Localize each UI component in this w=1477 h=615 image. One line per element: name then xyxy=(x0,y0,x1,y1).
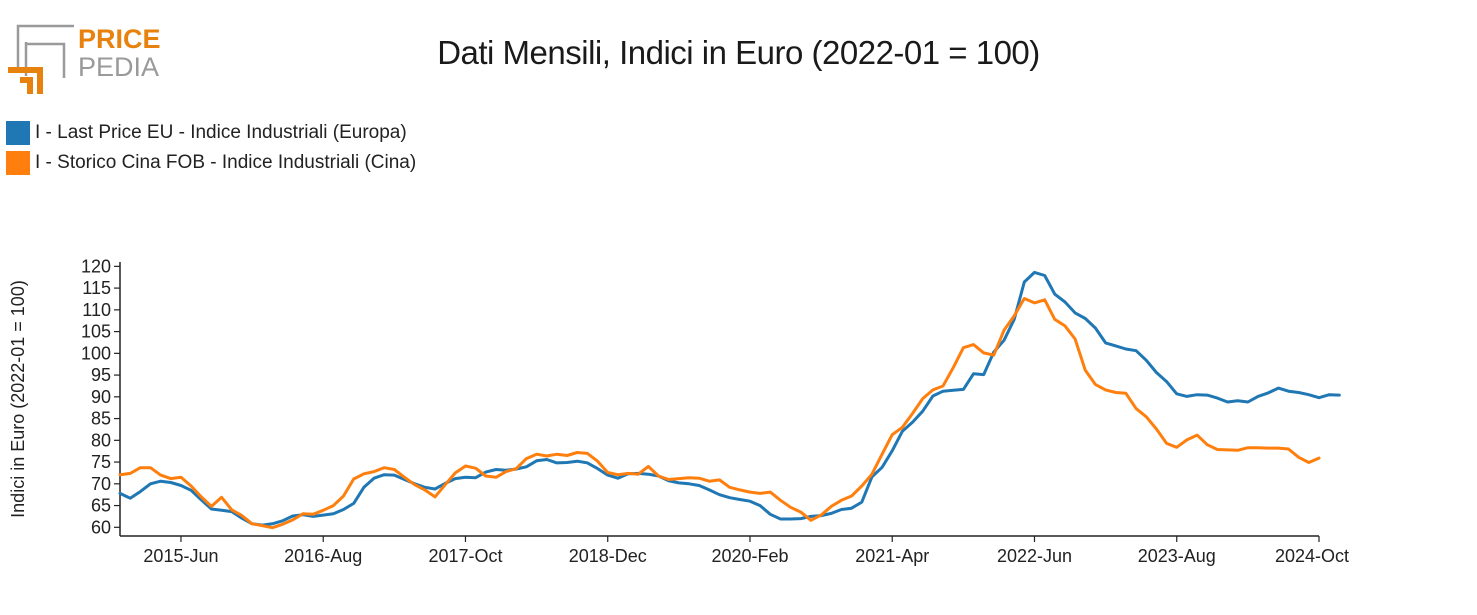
y-tick-label: 85 xyxy=(91,409,111,429)
legend-swatch-cina xyxy=(6,151,30,175)
y-tick-label: 120 xyxy=(81,256,111,276)
y-tick-label: 65 xyxy=(91,496,111,516)
y-axis-title: Indici in Euro (2022-01 = 100) xyxy=(8,280,28,518)
x-axis: 2015-Jun 2016-Aug 2017-Oct 2018-Dec 2020-Feb… xyxy=(120,535,1349,566)
x-tick-label: 2018-Dec xyxy=(569,546,647,566)
y-tick-label: 60 xyxy=(91,517,111,537)
x-tick-label: 2021-Apr xyxy=(855,546,929,566)
y-tick-label: 105 xyxy=(81,322,111,342)
y-tick-label: 75 xyxy=(91,452,111,472)
legend-swatch-europa xyxy=(6,121,30,145)
y-tick-label: 80 xyxy=(91,430,111,450)
x-tick-label: 2024-Oct xyxy=(1275,546,1349,566)
chart-title: Dati Mensili, Indici in Euro (2022-01 = … xyxy=(437,34,1040,71)
y-tick-label: 95 xyxy=(91,365,111,385)
legend-item-cina[interactable]: I - Storico Cina FOB - Indice Industrial… xyxy=(6,148,416,178)
series-layer xyxy=(118,270,1341,530)
series-line-europa xyxy=(118,270,1341,527)
x-tick-label: 2022-Jun xyxy=(997,546,1072,566)
x-tick-label: 2023-Aug xyxy=(1138,546,1216,566)
legend-label-europa: I - Last Price EU - Indice Industriali (… xyxy=(35,122,407,143)
series-line-cina xyxy=(118,297,1321,530)
legend-item-europa[interactable]: I - Last Price EU - Indice Industriali (… xyxy=(6,118,416,148)
y-tick-label: 100 xyxy=(81,343,111,363)
x-tick-label: 2020-Feb xyxy=(711,546,788,566)
y-tick-label: 110 xyxy=(82,300,111,320)
logo-line2: PEDIA xyxy=(78,52,159,82)
logo-line1: PRICE xyxy=(78,24,161,54)
y-tick-label: 90 xyxy=(91,387,111,407)
x-tick-label: 2015-Jun xyxy=(143,546,218,566)
x-tick-label: 2016-Aug xyxy=(284,546,362,566)
y-tick-label: 70 xyxy=(91,474,111,494)
pricepedia-logo: PRICE PEDIA xyxy=(6,20,166,96)
legend-label-cina: I - Storico Cina FOB - Indice Industrial… xyxy=(35,152,417,173)
y-tick-label: 115 xyxy=(82,278,111,298)
x-tick-label: 2017-Oct xyxy=(428,546,502,566)
chart-legend: I - Last Price EU - Indice Industriali (… xyxy=(6,118,416,178)
